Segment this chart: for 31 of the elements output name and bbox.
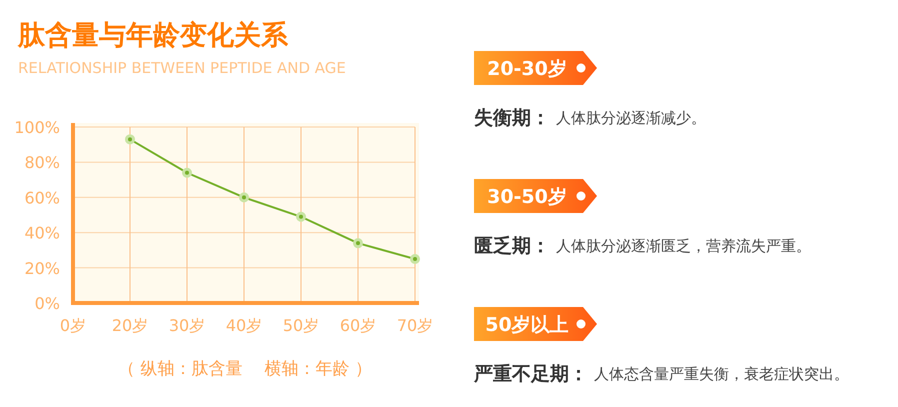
text: 人体肽分泌逐渐减少。	[556, 109, 706, 127]
point	[296, 212, 306, 222]
point	[239, 192, 249, 202]
x-tick-label: 0岁	[60, 316, 86, 335]
point	[125, 134, 135, 144]
point	[353, 238, 363, 248]
y-tick-label: 60%	[24, 188, 60, 208]
y-tick-label: 80%	[24, 153, 60, 172]
text: 人体态含量严重失衡，衰老症状突出。	[594, 365, 849, 383]
text: 20-30岁	[487, 58, 567, 80]
text: （ 纵轴：肽含量 横轴：年龄 ）	[118, 359, 372, 379]
x-tick-label: 60岁	[340, 316, 376, 335]
text: 30-50岁	[487, 186, 567, 208]
text: 人体肽分泌逐渐匮乏，营养流失严重。	[556, 237, 811, 255]
x-tick-label: 40岁	[226, 316, 262, 335]
text: 严重不足期：	[473, 363, 588, 385]
y-tick-label: 20%	[24, 258, 60, 278]
x-tick-label: 50岁	[282, 316, 320, 335]
text: 失衡期：	[474, 107, 550, 129]
y-tick-label: 40%	[24, 224, 60, 243]
point	[182, 168, 192, 178]
y-tick-label: 100%	[14, 118, 60, 137]
point	[410, 254, 420, 264]
x-tick-label: 30岁	[168, 316, 206, 335]
y-tick-label: 0%	[34, 294, 60, 313]
chart-title: 肽含量与年龄变化关系	[17, 20, 289, 51]
text: 50岁以上	[485, 314, 569, 336]
x-tick-label: 20岁	[112, 316, 148, 335]
x-tick-label: 70岁	[396, 316, 434, 335]
text: 匮乏期：	[474, 235, 550, 257]
chart-subtitle: RELATIONSHIP BETWEEN PEPTIDE AND AGE	[18, 59, 346, 77]
